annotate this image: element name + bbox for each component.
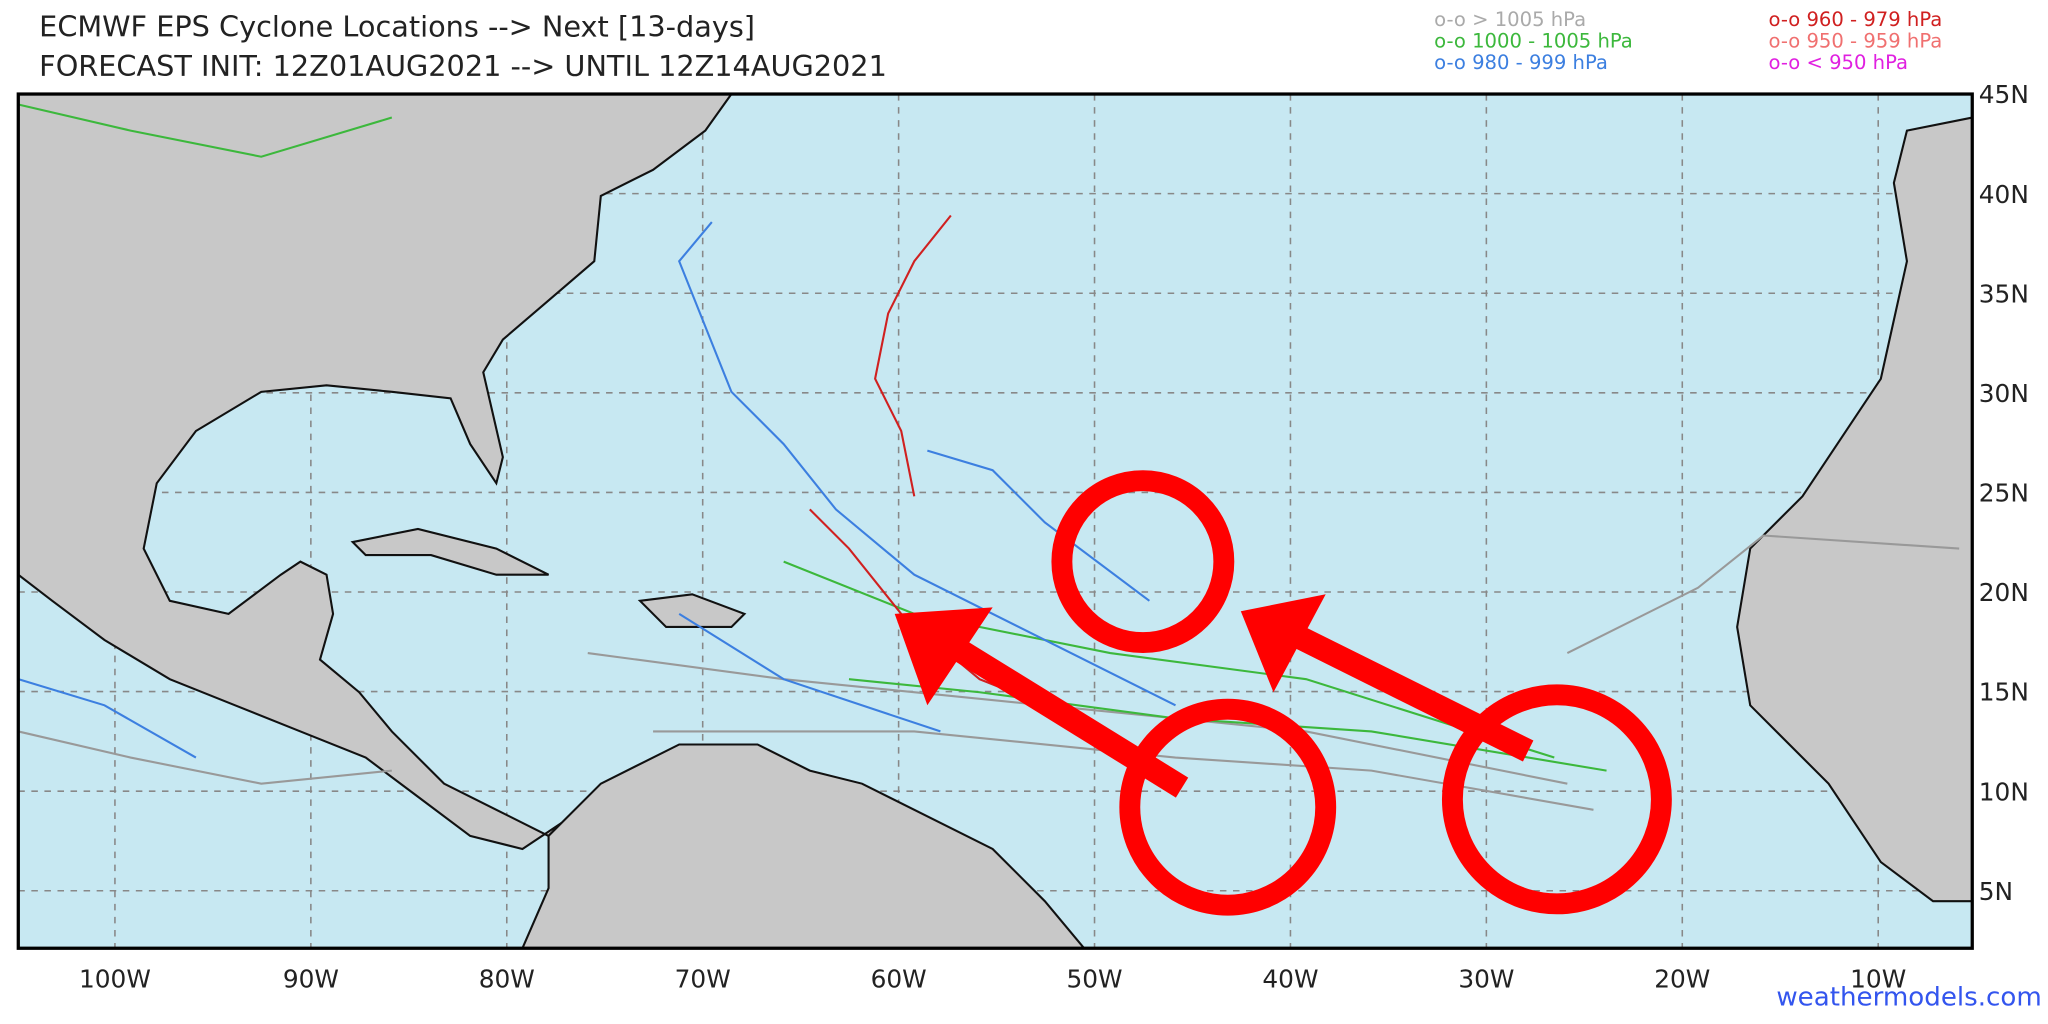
- longitude-label: 90W: [283, 964, 339, 993]
- longitude-label: 10W: [1850, 964, 1906, 993]
- circle: [1119, 698, 1337, 916]
- labels: 45N 40N 35N 30N 25N 20N 15N 10N 5N 100W 90W 80W 70W 6…: [79, 8, 2029, 993]
- legend-entry: o-o 960 - 979 hPa: [1768, 8, 1942, 31]
- circle: [1441, 684, 1672, 915]
- legend-entry: o-o < 950 hPa: [1768, 51, 1908, 74]
- arrow: [1294, 626, 1534, 762]
- map-frame: [16, 92, 1974, 950]
- latitude-label: 5N: [1979, 877, 2013, 906]
- longitude-label: 30W: [1458, 964, 1514, 993]
- africa: [1736, 116, 1974, 903]
- circle: [1051, 470, 1235, 654]
- tracks: [17, 103, 1960, 811]
- latitude-label: 30N: [1979, 379, 2029, 408]
- title: ECMWF EPS Cyclone Locations --> Next [13…: [39, 10, 755, 44]
- arrowhead: [1240, 594, 1326, 693]
- legend-entry: o-o 980 - 999 hPa: [1434, 51, 1608, 74]
- longitude-label: 40W: [1262, 964, 1318, 993]
- longitude-label: 80W: [479, 964, 535, 993]
- hispaniola: [637, 593, 747, 628]
- arrowhead: [894, 607, 993, 706]
- latitude-label: 45N: [1979, 80, 2029, 109]
- north-america: [17, 92, 734, 851]
- longitude-label: 60W: [871, 964, 927, 993]
- watermark: weathermodels.com: [1776, 983, 2042, 1013]
- legend-entry: o-o 1000 - 1005 hPa: [1434, 30, 1633, 53]
- longitude-label: 20W: [1654, 964, 1710, 993]
- latitude-label: 40N: [1979, 180, 2029, 209]
- subtitle: FORECAST INIT: 12Z01AUG2021 --> UNTIL 12…: [39, 49, 887, 83]
- longitude-label: 100W: [79, 964, 151, 993]
- latitude-label: 10N: [1979, 777, 2029, 806]
- annotations: [894, 470, 1672, 916]
- arrow: [947, 636, 1189, 798]
- latitude-label: 20N: [1979, 578, 2029, 607]
- latitude-label: 35N: [1979, 279, 2029, 308]
- legend-entry: o-o > 1005 hPa: [1434, 8, 1586, 31]
- longitude-label: 50W: [1066, 964, 1122, 993]
- latitude-label: 25N: [1979, 479, 2029, 508]
- legend-entry: o-o 950 - 959 hPa: [1768, 30, 1942, 53]
- cuba: [350, 527, 550, 576]
- latitude-label: 15N: [1979, 678, 2029, 707]
- longitude-label: 70W: [675, 964, 731, 993]
